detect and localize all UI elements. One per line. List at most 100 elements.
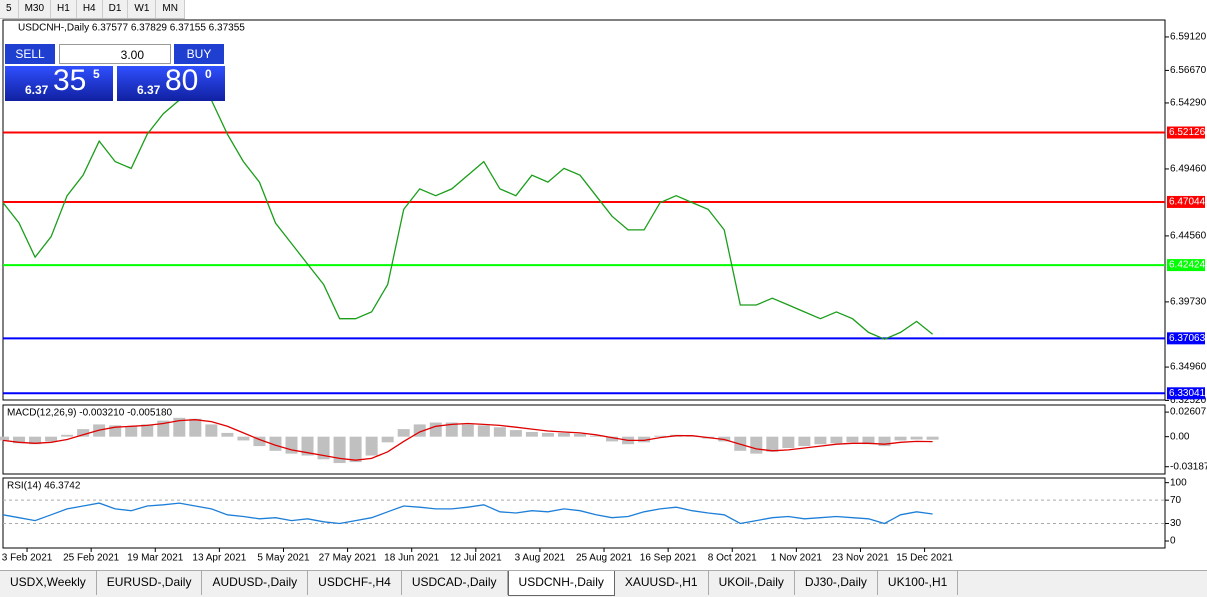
timeframe-button[interactable]: M30 bbox=[19, 0, 52, 18]
bid-frac: 5 bbox=[93, 67, 100, 81]
level-label: 6.47044 bbox=[1169, 197, 1206, 208]
macd-bar bbox=[381, 436, 394, 443]
chart-window: USDCNH-,Daily 6.37577 6.37829 6.37155 6.… bbox=[0, 19, 1207, 564]
y-tick-label: 30 bbox=[1170, 518, 1182, 529]
x-tick-label: 19 Mar 2021 bbox=[127, 553, 184, 564]
chart-tab[interactable]: EURUSD-,Daily bbox=[97, 571, 203, 595]
macd-bar bbox=[894, 436, 907, 441]
level-label-box bbox=[1167, 332, 1205, 345]
chart-tab[interactable]: UKOil-,Daily bbox=[709, 571, 795, 595]
x-tick-label: 3 Feb 2021 bbox=[2, 553, 53, 564]
x-tick-label: 12 Jul 2021 bbox=[450, 553, 502, 564]
x-tick-label: 25 Feb 2021 bbox=[63, 553, 120, 564]
macd-bar bbox=[846, 436, 859, 443]
macd-bar bbox=[333, 436, 346, 464]
timeframe-button[interactable]: H1 bbox=[51, 0, 77, 18]
macd-bar bbox=[253, 436, 266, 447]
ask-big: 6.37 bbox=[137, 83, 161, 97]
macd-bar bbox=[461, 424, 474, 437]
bid-pips: 35 bbox=[53, 64, 87, 97]
macd-bar bbox=[541, 432, 554, 437]
macd-bar bbox=[45, 436, 58, 442]
macd-bar bbox=[189, 418, 202, 437]
x-tick-label: 27 May 2021 bbox=[319, 553, 377, 564]
chart-tab[interactable]: USDX,Weekly bbox=[0, 571, 97, 595]
macd-bar bbox=[365, 436, 378, 456]
macd-bar bbox=[590, 435, 603, 437]
ask-pips: 80 bbox=[165, 64, 199, 97]
bid-box[interactable]: 6.37 35 5 bbox=[5, 64, 113, 101]
x-tick-label: 18 Jun 2021 bbox=[384, 553, 439, 564]
chart-tab[interactable]: USDCAD-,Daily bbox=[402, 571, 508, 595]
y-tick-label: 0.00 bbox=[1170, 431, 1190, 442]
macd-bar bbox=[237, 436, 250, 441]
chart-tab[interactable]: USDCHF-,H4 bbox=[308, 571, 402, 595]
macd-bar bbox=[0, 436, 9, 441]
chart-tabs: USDX,Weekly EURUSD-,Daily AUDUSD-,Daily USD… bbox=[0, 570, 1207, 597]
x-tick-label: 5 May 2021 bbox=[257, 553, 310, 564]
timeframe-button[interactable]: 5 bbox=[0, 0, 19, 18]
chart-tab[interactable]: XAUUSD-,H1 bbox=[615, 571, 709, 595]
macd-bar bbox=[830, 436, 843, 444]
level-label-box bbox=[1167, 126, 1205, 139]
macd-bar bbox=[509, 430, 522, 437]
macd-bar bbox=[13, 436, 26, 444]
buy-button[interactable]: BUY bbox=[174, 44, 224, 64]
chart-tab[interactable]: AUDUSD-,Daily bbox=[202, 571, 309, 595]
series-line bbox=[2, 419, 933, 461]
timeframe-button[interactable]: MN bbox=[156, 0, 185, 18]
macd-bar bbox=[173, 417, 186, 437]
macd-bar bbox=[477, 425, 490, 437]
trade-panel: SELL 3.00 BUY 6.37 35 5 6.37 80 0 bbox=[5, 44, 225, 101]
x-tick-label: 8 Oct 2021 bbox=[708, 553, 757, 564]
macd-bar bbox=[157, 420, 170, 437]
macd-bar bbox=[525, 431, 538, 437]
timeframe-button[interactable]: W1 bbox=[128, 0, 157, 18]
chart-tab[interactable]: DJ30-,Daily bbox=[795, 571, 878, 595]
x-tick-label: 3 Aug 2021 bbox=[515, 553, 566, 564]
macd-bar bbox=[910, 436, 923, 440]
chart-tab[interactable]: USDCNH-,Daily bbox=[507, 571, 615, 596]
y-tick-label: -0.031872 bbox=[1170, 461, 1207, 472]
ask-box[interactable]: 6.37 80 0 bbox=[117, 64, 225, 101]
x-tick-label: 16 Sep 2021 bbox=[640, 553, 697, 564]
macd-bar bbox=[606, 436, 619, 442]
macd-panel bbox=[2, 404, 1166, 475]
macd-bar bbox=[141, 424, 154, 437]
timeframe-button[interactable]: D1 bbox=[103, 0, 129, 18]
panel-title: MACD(12,26,9) -0.003210 -0.005180 bbox=[7, 408, 173, 419]
x-tick-label: 23 Nov 2021 bbox=[832, 553, 889, 564]
y-tick-label: 0.02607 bbox=[1170, 407, 1207, 418]
chart-tab[interactable]: UK100-,H1 bbox=[878, 571, 959, 595]
macd-bar bbox=[429, 422, 442, 437]
sell-button[interactable]: SELL bbox=[5, 44, 55, 64]
macd-bar bbox=[301, 436, 314, 456]
macd-bar bbox=[926, 436, 939, 440]
level-label: 6.52126 bbox=[1169, 127, 1206, 138]
series-line bbox=[2, 92, 934, 340]
y-tick-label: 6.59120 bbox=[1170, 32, 1207, 43]
x-tick-label: 1 Nov 2021 bbox=[771, 553, 823, 564]
macd-bar bbox=[29, 436, 42, 445]
macd-bar bbox=[798, 436, 811, 447]
y-tick-label: 6.44560 bbox=[1170, 231, 1207, 242]
level-label-box bbox=[1167, 259, 1205, 272]
level-label-box bbox=[1167, 195, 1205, 208]
volume-input[interactable]: 3.00 bbox=[59, 44, 171, 64]
macd-bar bbox=[654, 435, 667, 437]
macd-bar bbox=[125, 426, 138, 437]
panel-title: USDCNH-,Daily 6.37577 6.37829 6.37155 6.… bbox=[18, 23, 245, 34]
macd-bar bbox=[782, 436, 795, 448]
bid-big: 6.37 bbox=[25, 83, 49, 97]
macd-bar bbox=[269, 436, 282, 451]
y-tick-label: 0 bbox=[1170, 536, 1176, 547]
macd-bar bbox=[766, 436, 779, 452]
macd-bar bbox=[397, 429, 410, 437]
macd-bar bbox=[862, 436, 875, 445]
macd-bar bbox=[750, 436, 763, 454]
y-tick-label: 6.32520 bbox=[1170, 395, 1207, 406]
y-tick-label: 6.34960 bbox=[1170, 362, 1207, 373]
macd-bar bbox=[317, 436, 330, 460]
timeframe-button[interactable]: H4 bbox=[77, 0, 103, 18]
